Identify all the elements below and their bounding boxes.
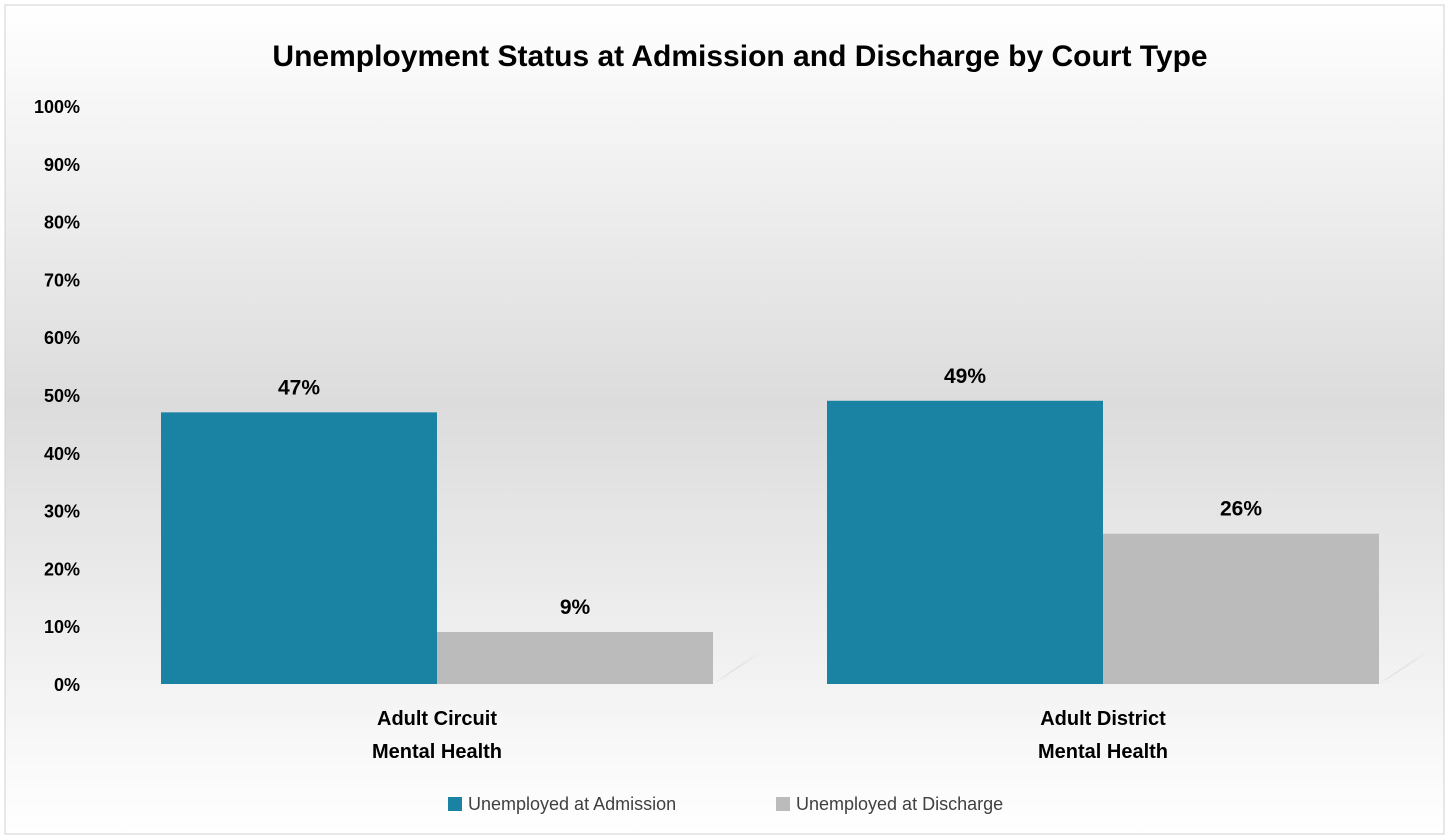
bar-shadow (1379, 650, 1427, 684)
y-tick-label: 70% (44, 270, 80, 290)
chart-title: Unemployment Status at Admission and Dis… (272, 40, 1207, 73)
data-label: 9% (560, 596, 591, 619)
bar-discharge (1103, 533, 1379, 684)
legend-swatch (448, 797, 462, 811)
x-tick-label: Adult Circuit (377, 708, 497, 730)
legend-label: Unemployed at Discharge (796, 794, 1003, 814)
data-labels: 47% 9% 49% 26% (278, 365, 1262, 619)
bar-admission (161, 412, 437, 684)
bar-shadow (713, 650, 761, 684)
bar-admission (827, 400, 1103, 684)
x-tick-label: Adult District (1040, 708, 1166, 730)
x-tick-label: Mental Health (1038, 741, 1168, 763)
y-tick-label: 50% (44, 386, 80, 406)
y-tick-label: 10% (44, 617, 80, 637)
data-label: 26% (1220, 498, 1262, 521)
y-tick-label: 40% (44, 444, 80, 464)
y-tick-label: 100% (34, 97, 80, 117)
legend-swatch (776, 797, 790, 811)
bar-discharge (437, 631, 713, 684)
y-axis: 0% 10% 20% 30% 40% 50% 60% 70% 80% 90% 100% (34, 97, 80, 695)
legend-label: Unemployed at Admission (468, 794, 676, 814)
y-tick-label: 60% (44, 328, 80, 348)
data-label: 47% (278, 376, 320, 399)
legend: Unemployed at Admission Unemployed at Dis… (448, 794, 1003, 814)
y-tick-label: 30% (44, 502, 80, 522)
y-tick-label: 80% (44, 213, 80, 233)
bars (161, 400, 1379, 684)
y-tick-label: 20% (44, 559, 80, 579)
y-tick-label: 90% (44, 155, 80, 175)
x-tick-label: Mental Health (372, 741, 502, 763)
data-label: 49% (944, 365, 986, 388)
x-axis: Adult Circuit Mental Health Adult District… (372, 708, 1168, 763)
y-tick-label: 0% (54, 675, 80, 695)
